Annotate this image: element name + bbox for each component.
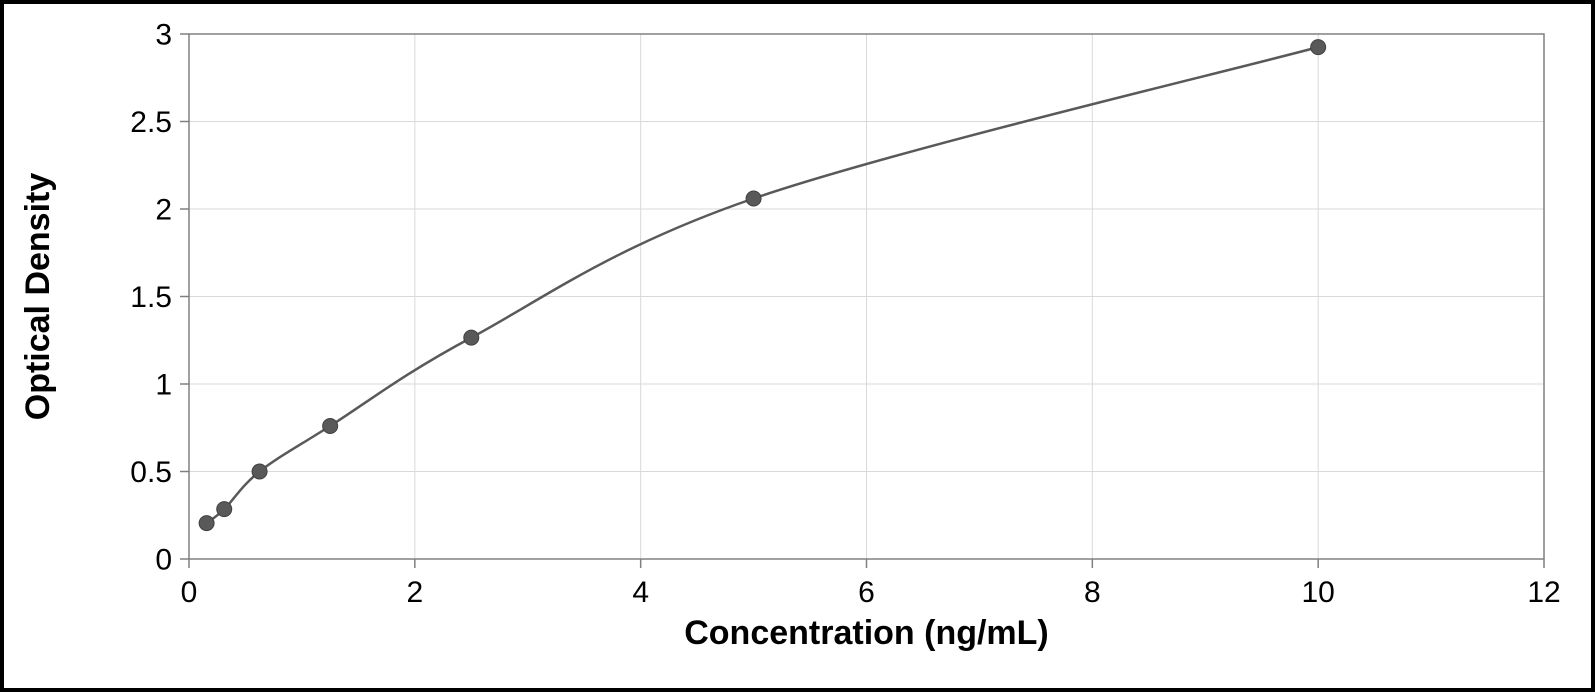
data-point: [1311, 40, 1326, 55]
x-tick-label: 6: [858, 576, 875, 609]
y-tick-label: 0: [155, 544, 172, 577]
y-axis-title: Optical Density: [19, 173, 57, 421]
data-point: [252, 464, 267, 479]
x-tick-label: 12: [1527, 576, 1560, 609]
y-tick-label: 1.5: [130, 281, 172, 314]
y-tick-label: 2: [155, 194, 172, 227]
x-tick-label: 2: [406, 576, 423, 609]
y-tick-label: 1: [155, 369, 172, 402]
x-tick-label: 4: [632, 576, 649, 609]
y-tick-label: 0.5: [130, 456, 172, 489]
y-tick-label: 2.5: [130, 106, 172, 139]
x-tick-label: 8: [1084, 576, 1101, 609]
data-point: [746, 191, 761, 206]
data-point: [199, 516, 214, 531]
data-point: [217, 502, 232, 517]
x-axis-title: Concentration (ng/mL): [684, 614, 1049, 652]
data-point: [464, 330, 479, 345]
y-tick-label: 3: [155, 19, 172, 52]
chart-svg: 0 2 4 6 8 10 12 0 0.5 1 1.5 2 2.5 3 Concentration (ng/…: [4, 4, 1591, 688]
x-tick-label: 0: [181, 576, 198, 609]
x-tick-label: 10: [1301, 576, 1334, 609]
data-point: [323, 419, 338, 434]
chart-frame: 0 2 4 6 8 10 12 0 0.5 1 1.5 2 2.5 3 Concentration (ng/…: [0, 0, 1595, 692]
